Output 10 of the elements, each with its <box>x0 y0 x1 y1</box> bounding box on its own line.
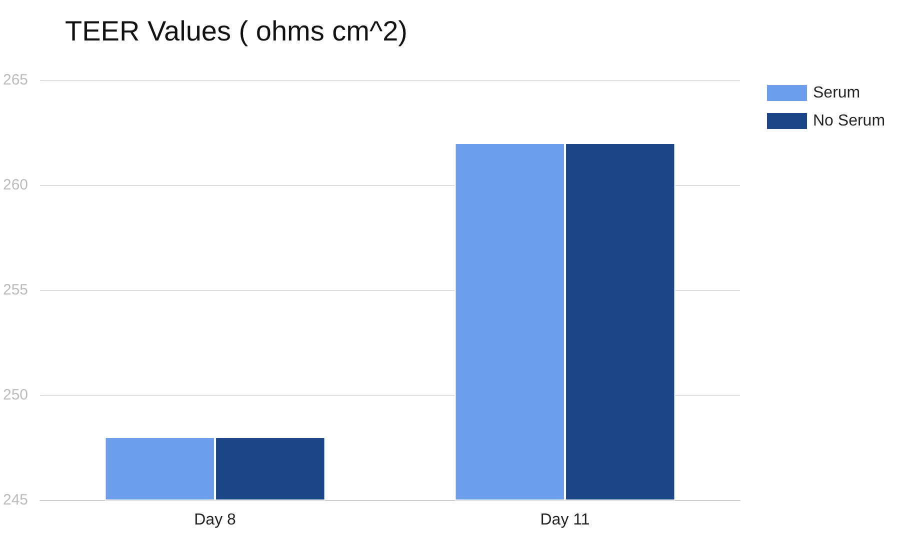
x-tick-label: Day 11 <box>540 512 590 528</box>
legend-label: No Serum <box>813 112 886 130</box>
y-tick-label: 255 <box>2 282 28 298</box>
chart-title: TEER Values ( ohms cm^2) <box>65 16 408 46</box>
legend-label: Serum <box>813 84 860 102</box>
y-tick-label: 265 <box>2 72 28 88</box>
y-tick-label: 260 <box>2 176 28 194</box>
y-tick-label: 245 <box>2 492 28 508</box>
y-tick-label: 250 <box>2 386 28 404</box>
x-tick-label: Day 8 <box>194 512 236 528</box>
